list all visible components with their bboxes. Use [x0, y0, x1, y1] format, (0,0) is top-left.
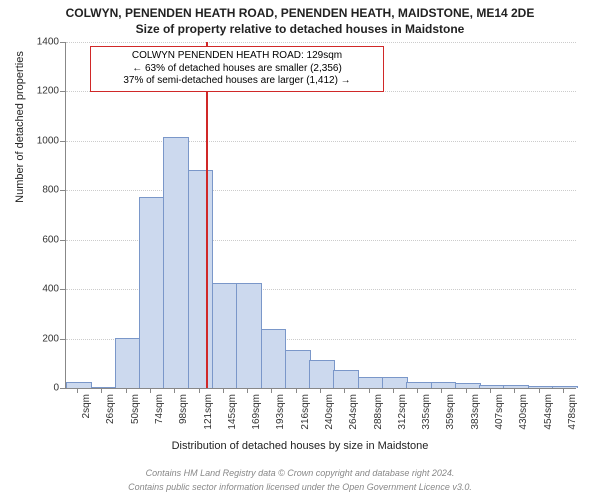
y-tick-label: 200 [0, 333, 59, 344]
bar [91, 387, 117, 388]
x-tick-label: 264sqm [348, 394, 359, 430]
x-tick-label: 50sqm [130, 394, 141, 424]
bar [163, 137, 189, 388]
reference-line [206, 42, 208, 388]
bar [285, 350, 311, 388]
x-tick-label: 312sqm [397, 394, 408, 430]
x-tick-label: 240sqm [324, 394, 335, 430]
x-tick-mark [199, 388, 200, 393]
y-tick-label: 1400 [0, 37, 59, 48]
bar [188, 170, 214, 388]
x-tick-label: 121sqm [203, 394, 214, 430]
x-tick-label: 430sqm [518, 394, 529, 430]
bar [333, 370, 359, 388]
bar [261, 329, 287, 388]
x-tick-mark [247, 388, 248, 393]
x-tick-mark [150, 388, 151, 393]
x-tick-mark [466, 388, 467, 393]
bar [382, 377, 408, 388]
chart-title-line1: COLWYN, PENENDEN HEATH ROAD, PENENDEN HE… [0, 6, 600, 20]
gridline [66, 42, 576, 43]
x-tick-label: 74sqm [154, 394, 165, 424]
x-tick-mark [369, 388, 370, 393]
x-tick-label: 407sqm [494, 394, 505, 430]
x-tick-label: 335sqm [421, 394, 432, 430]
info-box: COLWYN PENENDEN HEATH ROAD: 129sqm ← 63%… [90, 46, 384, 92]
x-tick-mark [490, 388, 491, 393]
x-tick-mark [174, 388, 175, 393]
x-axis-label: Distribution of detached houses by size … [0, 440, 600, 452]
x-tick-label: 454sqm [543, 394, 554, 430]
x-tick-mark [514, 388, 515, 393]
y-tick-label: 0 [0, 383, 59, 394]
footer-line-1: Contains HM Land Registry data © Crown c… [0, 468, 600, 478]
x-tick-label: 478sqm [567, 394, 578, 430]
y-tick-label: 1200 [0, 86, 59, 97]
x-tick-label: 383sqm [470, 394, 481, 430]
x-tick-label: 26sqm [105, 394, 116, 424]
x-tick-label: 2sqm [81, 394, 92, 418]
x-tick-mark [417, 388, 418, 393]
bar [358, 377, 384, 388]
x-tick-mark [77, 388, 78, 393]
bar [431, 382, 457, 388]
y-tick-label: 600 [0, 234, 59, 245]
x-tick-mark [126, 388, 127, 393]
x-tick-mark [320, 388, 321, 393]
bar [406, 382, 432, 388]
bar [212, 283, 238, 388]
bar [455, 383, 481, 388]
bar [236, 283, 262, 388]
bar [479, 385, 505, 388]
x-tick-label: 145sqm [227, 394, 238, 430]
x-tick-mark [296, 388, 297, 393]
x-tick-label: 359sqm [445, 394, 456, 430]
x-tick-mark [539, 388, 540, 393]
bar [309, 360, 335, 388]
y-tick-label: 800 [0, 185, 59, 196]
x-tick-label: 169sqm [251, 394, 262, 430]
bar [528, 386, 554, 388]
x-tick-label: 216sqm [300, 394, 311, 430]
x-tick-mark [223, 388, 224, 393]
bar [552, 386, 578, 388]
x-tick-label: 193sqm [275, 394, 286, 430]
x-tick-mark [563, 388, 564, 393]
x-tick-mark [271, 388, 272, 393]
bar [503, 385, 529, 388]
y-tick-label: 1000 [0, 135, 59, 146]
plot-area [65, 42, 576, 389]
y-tick-label: 400 [0, 284, 59, 295]
info-line-1: COLWYN PENENDEN HEATH ROAD: 129sqm [97, 50, 377, 63]
x-tick-label: 288sqm [373, 394, 384, 430]
x-tick-mark [344, 388, 345, 393]
info-line-2: ← 63% of detached houses are smaller (2,… [97, 63, 377, 76]
chart-title-line2: Size of property relative to detached ho… [0, 22, 600, 36]
x-tick-mark [393, 388, 394, 393]
chart-container: { "title": { "line1": "COLWYN, PENENDEN … [0, 0, 600, 500]
x-tick-mark [101, 388, 102, 393]
info-line-3: 37% of semi-detached houses are larger (… [97, 75, 377, 88]
bar [66, 382, 92, 388]
gridline [66, 141, 576, 142]
x-tick-label: 98sqm [178, 394, 189, 424]
gridline [66, 91, 576, 92]
footer-line-2: Contains public sector information licen… [0, 482, 600, 492]
bar [115, 338, 141, 388]
x-tick-mark [441, 388, 442, 393]
bar [139, 197, 165, 388]
gridline [66, 190, 576, 191]
